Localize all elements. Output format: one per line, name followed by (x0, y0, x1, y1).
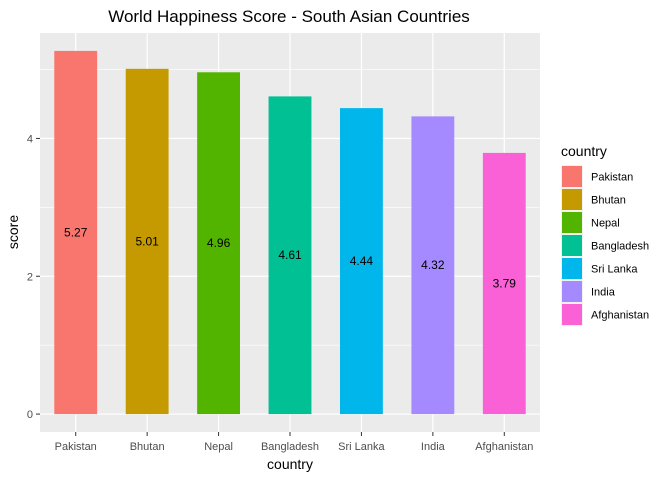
legend-label: Sri Lanka (591, 264, 638, 276)
legend-swatch (562, 212, 582, 233)
bar-pakistan (54, 50, 98, 415)
x-tick-label: Nepal (204, 441, 233, 453)
data-label: 5.27 (64, 226, 88, 240)
bar-india (411, 116, 455, 415)
x-tick-label: Bangladesh (261, 441, 319, 453)
bar-bangladesh (268, 96, 312, 415)
legend-swatch (562, 189, 582, 210)
x-axis-title: country (267, 456, 313, 472)
chart-title: World Happiness Score - South Asian Coun… (108, 7, 470, 26)
legend-label: Afghanistan (591, 310, 649, 322)
legend-swatch (562, 281, 582, 302)
bars (54, 50, 526, 415)
bar-bhutan (125, 68, 169, 415)
data-label: 4.32 (421, 258, 445, 272)
y-tick-label: 0 (27, 409, 33, 421)
data-label: 5.01 (135, 234, 159, 248)
x-tick-label: Afghanistan (475, 441, 533, 453)
x-tick-label: Bhutan (130, 441, 165, 453)
data-label: 4.44 (350, 254, 374, 268)
legend-swatch (562, 166, 582, 187)
bar-nepal (197, 72, 240, 415)
x-tick-label: Sri Lanka (338, 441, 385, 453)
legend-title: country (561, 143, 607, 159)
data-label: 3.79 (493, 276, 517, 290)
legend-swatch (562, 304, 582, 325)
x-axis: Pakistan Bhutan Nepal Bangladesh Sri Lanka In… (55, 432, 533, 453)
y-tick-label: 2 (27, 271, 33, 283)
legend-label: Pakistan (591, 172, 633, 184)
legend-label: Bangladesh (591, 241, 649, 253)
y-tick-label: 4 (27, 133, 33, 145)
data-label: 4.96 (207, 236, 231, 250)
y-axis-title: score (5, 215, 21, 249)
legend-label: Nepal (591, 218, 620, 230)
y-axis: 0 2 4 (27, 133, 40, 421)
legend: country Pakistan Bhutan Nepal Bangladesh Sri… (561, 143, 649, 326)
legend-label: Bhutan (591, 195, 626, 207)
data-labels: 5.27 5.01 4.96 4.61 4.44 4.32 3.79 (64, 226, 516, 291)
x-tick-label: Pakistan (55, 441, 97, 453)
bar-afghanistan (482, 152, 526, 415)
data-label: 4.61 (278, 248, 302, 262)
legend-label: India (591, 287, 616, 299)
legend-swatch (562, 258, 582, 279)
x-tick-label: India (421, 441, 446, 453)
legend-swatch (562, 235, 582, 256)
bar-sri-lanka (340, 108, 383, 415)
